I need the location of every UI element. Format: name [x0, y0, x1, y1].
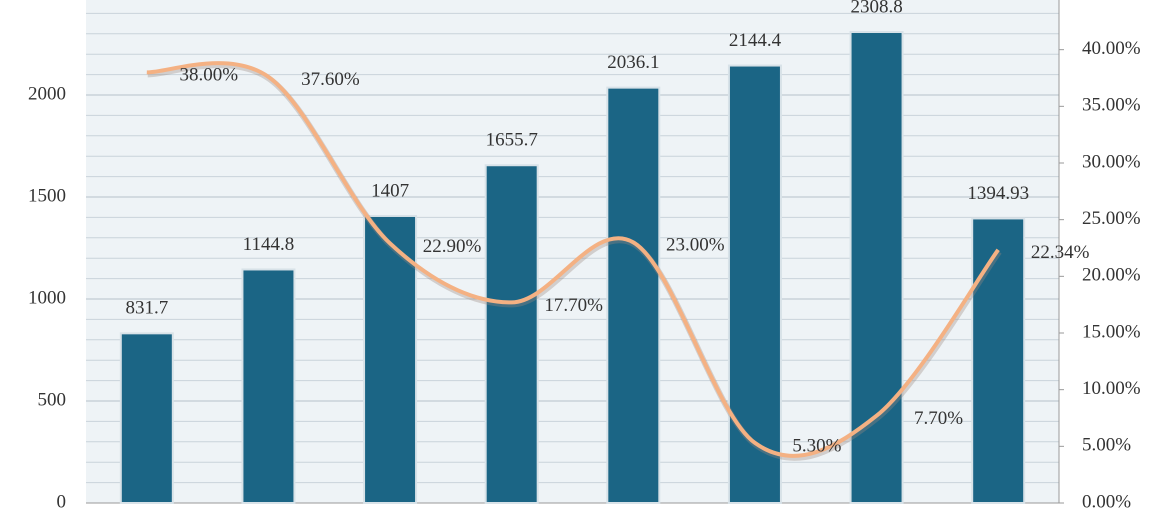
y2-tick-label: 0.00%	[1082, 491, 1131, 512]
bar-value-label: 1144.8	[243, 234, 295, 255]
y-tick-label: 2000	[28, 83, 66, 104]
bar	[241, 268, 296, 504]
bar-value-label: 1407	[371, 180, 409, 201]
y-tick-label: 0	[57, 491, 67, 512]
y2-tick-label: 20.00%	[1082, 265, 1141, 286]
y2-tick-label: 5.00%	[1082, 435, 1131, 456]
y2-tick-label: 35.00%	[1082, 95, 1141, 116]
y2-tick-label: 15.00%	[1082, 321, 1141, 342]
y2-tick-label: 45.00%	[1082, 0, 1141, 2]
y2-tick-label: 25.00%	[1082, 208, 1141, 229]
line-value-label: 17.70%	[544, 295, 603, 316]
y-tick-label: 500	[38, 389, 67, 410]
y-tick-label: 1000	[28, 287, 66, 308]
line-value-label: 22.90%	[423, 236, 482, 257]
y-tick-label: 1500	[28, 185, 66, 206]
bar-value-label: 1655.7	[486, 130, 538, 151]
line-value-label: 37.60%	[301, 69, 360, 90]
bar-value-label: 2144.4	[729, 30, 782, 51]
bar	[363, 214, 418, 505]
bar-value-label: 2308.8	[850, 0, 902, 17]
line-value-label: 5.30%	[792, 435, 841, 456]
bar-value-label: 831.7	[125, 298, 168, 319]
y2-tick-label: 40.00%	[1082, 38, 1141, 59]
y-tick-label: 2500	[28, 0, 66, 2]
bar	[727, 64, 782, 505]
y2-tick-label: 10.00%	[1082, 378, 1141, 399]
line-value-label: 23.00%	[666, 235, 725, 256]
line-value-label: 7.70%	[914, 408, 963, 429]
line-value-label: 38.00%	[180, 65, 239, 86]
line-value-label: 22.34%	[1031, 242, 1090, 263]
bar-value-label: 1394.93	[967, 183, 1029, 204]
line	[146, 61, 1000, 458]
bar	[971, 217, 1026, 505]
bar	[606, 86, 661, 505]
y2-tick-label: 30.00%	[1082, 151, 1141, 172]
bar-value-label: 2036.1	[607, 52, 659, 73]
bar	[484, 164, 539, 504]
bar	[849, 31, 904, 505]
bar	[119, 332, 174, 504]
